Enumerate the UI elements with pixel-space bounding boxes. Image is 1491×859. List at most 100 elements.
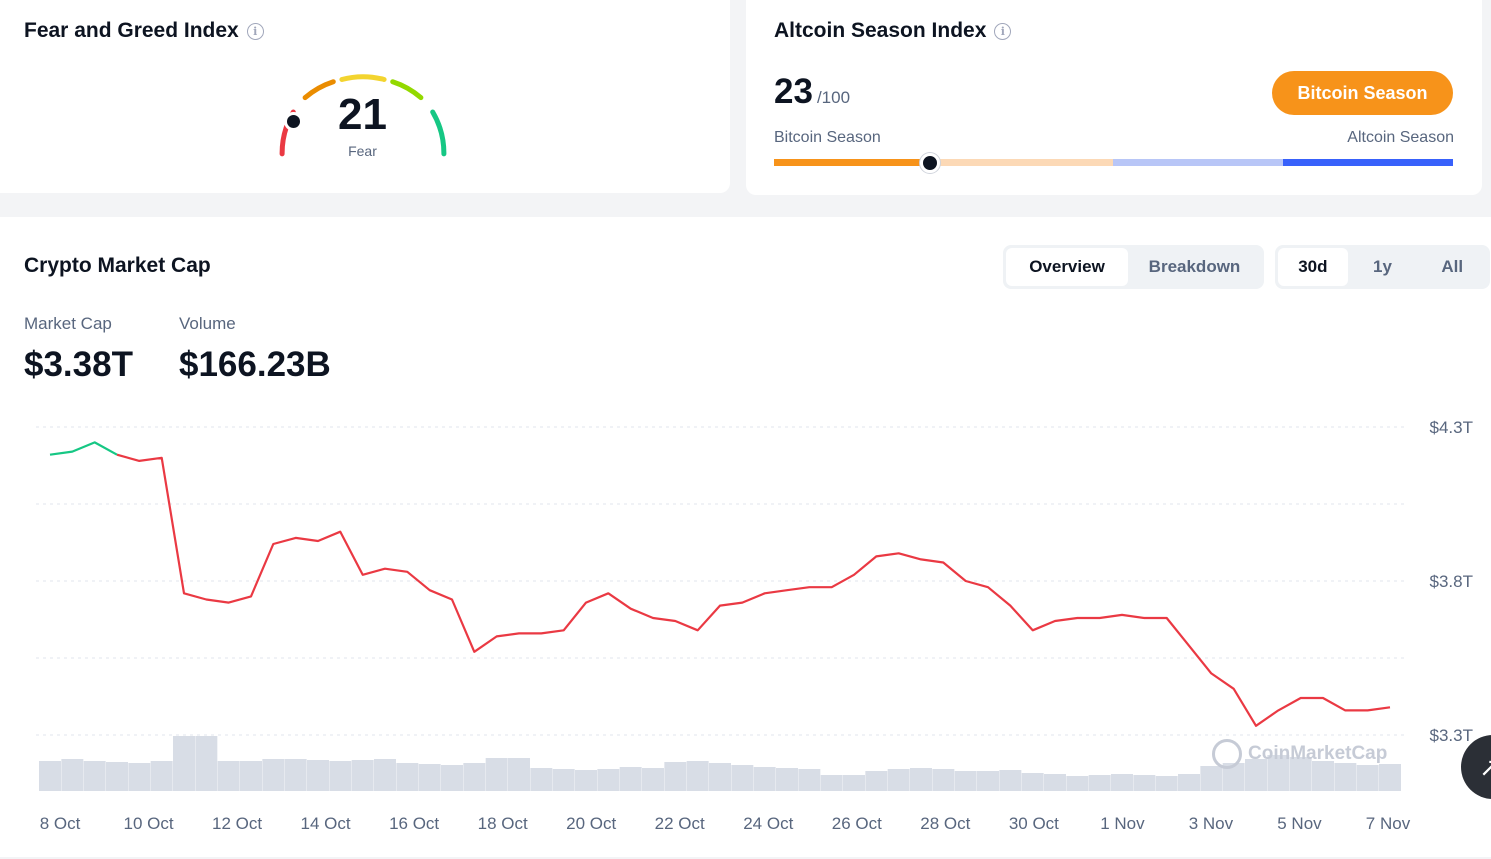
data-point	[964, 579, 968, 583]
volume-bar	[418, 764, 441, 791]
volume-bar	[1044, 774, 1066, 791]
volume-bar	[1267, 755, 1290, 791]
data-point	[361, 573, 365, 577]
volume-bar	[1066, 776, 1089, 791]
x-tick-label: 22 Oct	[655, 814, 705, 833]
volume-bar	[128, 763, 151, 791]
data-point	[673, 619, 677, 623]
data-point	[1098, 616, 1102, 620]
data-point	[472, 650, 476, 654]
data-point	[1209, 671, 1213, 675]
market-cap-card: Crypto Market Cap Overview Breakdown 30d…	[0, 217, 1491, 857]
volume-bar	[1111, 774, 1133, 791]
arrow-up-icon: ↗	[1479, 751, 1491, 782]
bar-segment-altcoin-light	[1113, 159, 1284, 166]
volume-bar	[664, 762, 687, 791]
volume-bar	[798, 769, 821, 791]
y-tick-label: $3.8T	[1430, 572, 1473, 591]
volume-bar	[1289, 757, 1312, 791]
volume-bar	[530, 768, 553, 791]
data-point	[1165, 616, 1169, 620]
volume-bar	[1133, 775, 1156, 791]
data-point	[316, 539, 320, 543]
volume-bar	[887, 769, 910, 791]
season-badge[interactable]: Bitcoin Season	[1272, 71, 1453, 115]
volume-bar	[106, 762, 128, 791]
altcoin-season-title: Altcoin Season Index i	[774, 19, 1012, 43]
x-tick-label: 8 Oct	[40, 814, 81, 833]
data-point	[405, 570, 409, 574]
data-point	[651, 616, 655, 620]
volume-bar	[642, 768, 664, 791]
x-tick-label: 7 Nov	[1366, 814, 1411, 833]
data-point	[852, 573, 856, 577]
tab-overview[interactable]: Overview	[1006, 248, 1128, 286]
data-point	[271, 542, 275, 546]
volume-bar	[1200, 766, 1223, 791]
volume-bar	[284, 759, 307, 791]
range-30d[interactable]: 30d	[1278, 248, 1348, 286]
data-point	[1075, 616, 1079, 620]
data-point	[986, 585, 990, 589]
data-point	[562, 628, 566, 632]
watermark-text: CoinMarketCap	[1248, 743, 1388, 764]
info-icon[interactable]: i	[994, 22, 1012, 40]
data-point	[629, 607, 633, 611]
data-point	[70, 450, 74, 454]
volume-bar	[1312, 761, 1334, 791]
bar-segment-bitcoin-light	[930, 159, 1114, 166]
volume-bar	[441, 765, 463, 791]
volume-bar	[843, 775, 865, 791]
data-point	[1254, 724, 1258, 728]
info-icon[interactable]: i	[246, 22, 264, 40]
volume-bar	[485, 758, 508, 791]
altcoin-season-card: Altcoin Season Index i 23 /100 Bitcoin S…	[746, 0, 1482, 195]
volume-bar	[999, 770, 1022, 791]
volume-bar	[195, 736, 218, 791]
altcoin-season-max: /100	[816, 88, 851, 107]
data-point	[897, 551, 901, 555]
data-point	[137, 459, 141, 463]
data-point	[1276, 708, 1280, 712]
range-all[interactable]: All	[1441, 257, 1464, 276]
x-tick-label: 24 Oct	[743, 814, 793, 833]
gauge-indicator	[284, 112, 303, 131]
volume-bar	[396, 763, 419, 791]
x-tick-label: 1 Nov	[1100, 814, 1145, 833]
altcoin-season-title-text: Altcoin Season Index	[774, 19, 987, 42]
x-tick-label: 16 Oct	[389, 814, 439, 833]
data-point	[115, 453, 119, 457]
data-point	[830, 585, 834, 589]
volume-bar	[1334, 763, 1357, 791]
gauge-segment-greed	[390, 79, 424, 101]
market-cap-title: Crypto Market Cap	[24, 254, 211, 277]
market-cap-chart[interactable]: $4.3T $3.8T $3.3T 8 Oct 10 Oct 12 Oct 14 Oct 16…	[0, 397, 1491, 857]
range-1y[interactable]: 1y	[1373, 257, 1392, 276]
data-point	[606, 591, 610, 595]
bar-segment-altcoin	[1283, 159, 1453, 166]
volume-bar	[1088, 775, 1111, 791]
volume-bar	[1222, 763, 1245, 791]
volume-bar	[1245, 759, 1267, 791]
volume-bar	[954, 771, 977, 791]
volume-bar	[61, 759, 84, 791]
x-tick-label: 12 Oct	[212, 814, 262, 833]
volume-bar	[597, 769, 620, 791]
data-point	[294, 536, 298, 540]
volume-bar	[709, 763, 731, 791]
altcoin-season-value: 23	[774, 72, 813, 111]
tab-breakdown[interactable]: Breakdown	[1148, 257, 1241, 276]
data-point	[1366, 708, 1370, 712]
volume-bar	[1178, 774, 1200, 791]
data-point	[48, 453, 52, 457]
data-point	[383, 567, 387, 571]
volume-bar	[329, 761, 352, 791]
gauge-segment-extreme-greed	[430, 109, 447, 157]
y-tick-label: $3.3T	[1430, 726, 1473, 745]
data-point	[93, 440, 97, 444]
volume-bar	[1379, 764, 1401, 791]
x-tick-label: 26 Oct	[832, 814, 882, 833]
volume-label: Volume	[179, 314, 236, 333]
data-point	[204, 597, 208, 601]
x-tick-label: 28 Oct	[920, 814, 970, 833]
